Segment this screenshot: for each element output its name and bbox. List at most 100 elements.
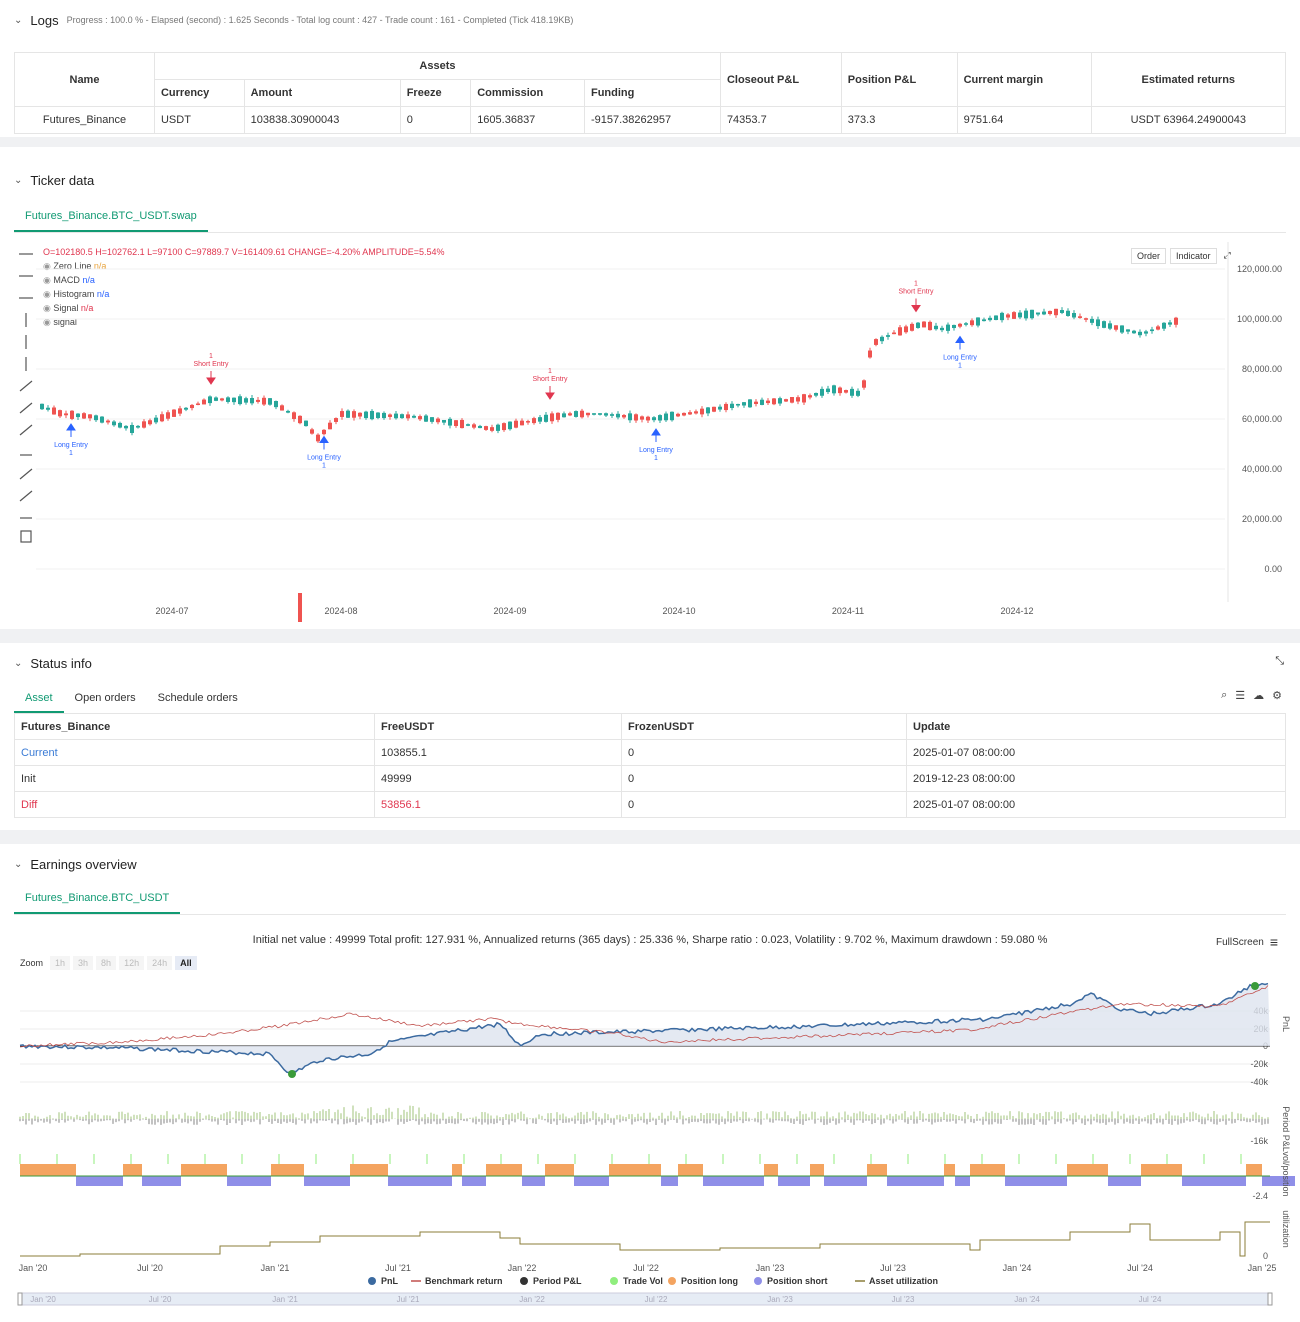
logs-header[interactable]: ⌄ Logs Progress : 100.0 % - Elapsed (sec…: [0, 0, 1300, 40]
legend-item[interactable]: PnL: [368, 1276, 399, 1286]
chevron-down-icon[interactable]: ⌄: [14, 174, 23, 186]
eye-icon[interactable]: ◉: [43, 261, 54, 271]
legend-item[interactable]: ◉ MACD n/a: [43, 273, 109, 287]
axis-title: vol/position: [1281, 1151, 1291, 1196]
ticker-header[interactable]: ⌄ Ticker data: [0, 168, 94, 192]
ticker-section: ⌄ Ticker data Futures_Binance.BTC_USDT.s…: [0, 147, 1300, 629]
tab-earnings[interactable]: Futures_Binance.BTC_USDT: [14, 883, 181, 914]
zoom-24h[interactable]: 24h: [147, 956, 173, 970]
candle: [622, 414, 626, 418]
legend-swatch: [754, 1277, 762, 1285]
expand-icon[interactable]: ⤡: [1275, 655, 1284, 667]
candle: [1084, 318, 1088, 320]
candle: [76, 413, 80, 418]
candle: [334, 418, 338, 422]
marker-count: 1: [654, 455, 658, 462]
legend-item[interactable]: ◉ signal: [43, 315, 109, 329]
candle: [1060, 310, 1064, 313]
fullscreen-icon[interactable]: ⤢: [1223, 250, 1231, 260]
candle: [394, 413, 398, 419]
candle: [772, 398, 776, 405]
logs-progress: Progress : 100.0 % - Elapsed (second) : …: [66, 15, 574, 25]
chevron-down-icon[interactable]: ⌄: [14, 657, 23, 669]
cloud-icon[interactable]: ☁: [1253, 690, 1265, 702]
tab-open-orders[interactable]: Open orders: [74, 692, 136, 704]
candle: [352, 411, 356, 418]
candle: [1120, 325, 1124, 333]
earnings-header[interactable]: ⌄ Earnings overview: [0, 852, 137, 876]
list-icon[interactable]: ☰: [1235, 690, 1246, 702]
chevron-down-icon[interactable]: ⌄: [14, 858, 23, 870]
legend-item[interactable]: Period P&L: [520, 1276, 582, 1286]
tab-schedule-orders[interactable]: Schedule orders: [157, 692, 238, 704]
candle: [124, 425, 128, 429]
candle: [1066, 310, 1070, 317]
legend-item[interactable]: Position long: [668, 1276, 738, 1286]
zoom-12h[interactable]: 12h: [119, 956, 145, 970]
legend-label: Asset utilization: [869, 1276, 938, 1286]
candle: [232, 397, 236, 403]
eye-icon[interactable]: ◉: [43, 275, 54, 285]
candle: [700, 408, 704, 415]
candle: [508, 421, 512, 430]
col-assets: Assets: [153, 52, 721, 80]
menu-icon[interactable]: ≡: [1269, 934, 1278, 950]
candle: [1006, 314, 1010, 318]
toolbar-icons[interactable]: [16, 245, 36, 545]
max-point-marker: [1251, 982, 1259, 990]
eye-icon[interactable]: ◉: [43, 303, 54, 313]
axis-title: utilization: [1281, 1210, 1291, 1248]
position-long-bar: [810, 1164, 824, 1176]
candle: [1078, 316, 1082, 318]
legend-swatch: [520, 1277, 528, 1285]
date-tick-label: 2024-11: [832, 606, 864, 616]
pnl-area: [20, 983, 1270, 1073]
legend-item[interactable]: ◉ Signal n/a: [43, 301, 109, 315]
cell-returns: USDT 63964.24900043: [1090, 106, 1287, 134]
candle: [346, 410, 350, 418]
candle: [112, 421, 116, 426]
navigator-date-label: Jan '20: [30, 1295, 56, 1304]
order-button[interactable]: Order: [1131, 248, 1167, 264]
tab-asset[interactable]: Asset: [14, 683, 64, 713]
legend-item[interactable]: Asset utilization: [855, 1276, 938, 1286]
candlestick-chart[interactable]: 120,000.00100,000.0080,000.0060,000.0040…: [30, 242, 1300, 622]
candle: [286, 410, 290, 413]
candle: [274, 401, 278, 408]
candle: [1054, 308, 1058, 316]
legend-item[interactable]: Benchmark return: [411, 1276, 503, 1286]
candle: [748, 399, 752, 408]
indicator-button[interactable]: Indicator: [1170, 248, 1217, 264]
chevron-down-icon[interactable]: ⌄: [14, 14, 23, 26]
col-funding: Funding: [583, 79, 721, 107]
pnl-tick-label: -40k: [1250, 1077, 1268, 1087]
search-icon[interactable]: ⌕: [1221, 689, 1228, 701]
candle: [742, 402, 746, 406]
zoom-1h[interactable]: 1h: [50, 956, 71, 970]
fullscreen-control[interactable]: FullScreen ≡: [1216, 934, 1278, 950]
row-label-current[interactable]: Current: [14, 739, 375, 766]
fullscreen-label[interactable]: FullScreen: [1216, 936, 1264, 948]
legend-item[interactable]: Position short: [754, 1276, 828, 1286]
col-name: Name: [14, 52, 155, 107]
eye-icon[interactable]: ◉: [43, 289, 54, 299]
tab-ticker[interactable]: Futures_Binance.BTC_USDT.swap: [14, 201, 208, 232]
eye-icon[interactable]: ◉: [43, 317, 54, 327]
parallel-channel-icon: [19, 468, 33, 480]
candle: [640, 416, 644, 420]
candle: [400, 414, 404, 419]
legend-item[interactable]: ◉ Zero Line n/a: [43, 259, 109, 273]
zoom-3h[interactable]: 3h: [73, 956, 94, 970]
legend-item[interactable]: ◉ Histogram n/a: [43, 287, 109, 301]
candle: [688, 412, 692, 415]
gear-icon[interactable]: ⚙: [1272, 690, 1282, 702]
status-header[interactable]: ⌄ Status info: [0, 651, 92, 675]
zoom-all[interactable]: All: [175, 956, 197, 970]
legend-item[interactable]: Trade Vol: [610, 1276, 663, 1286]
candle: [766, 400, 770, 404]
candle: [478, 425, 482, 429]
candle: [646, 416, 650, 421]
position-long-bar: [944, 1164, 955, 1176]
zoom-8h[interactable]: 8h: [96, 956, 117, 970]
